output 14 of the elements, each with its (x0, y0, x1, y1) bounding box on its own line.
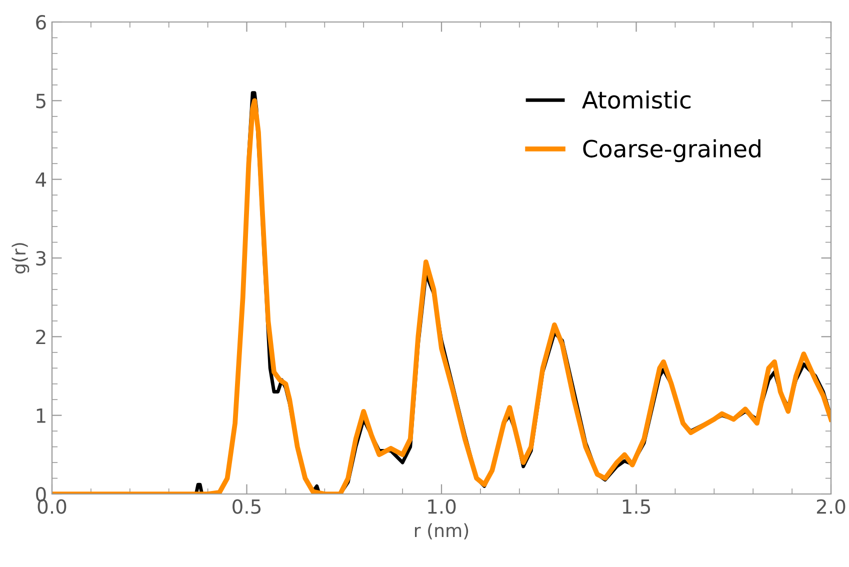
y-tick-label: 6 (36, 14, 46, 30)
x-tick-label: 2.0 (816, 499, 846, 514)
y-tick-label: 2 (36, 330, 46, 344)
x-tick-label: 1.5 (622, 499, 650, 514)
legend-label: Atomistic (582, 90, 691, 109)
legend-label: Coarse-grained (583, 139, 760, 162)
y-tick-label: 3 (36, 250, 46, 266)
y-tick-label: 5 (36, 94, 46, 108)
y-tick-label: 1 (36, 408, 46, 423)
y-tick-label: 4 (36, 172, 46, 187)
x-tick-label: 0.5 (232, 499, 261, 514)
x-axis-title: r (nm) (415, 523, 468, 540)
x-tick-label: 1.0 (428, 499, 456, 514)
y-axis-title: g(r) (12, 243, 30, 274)
